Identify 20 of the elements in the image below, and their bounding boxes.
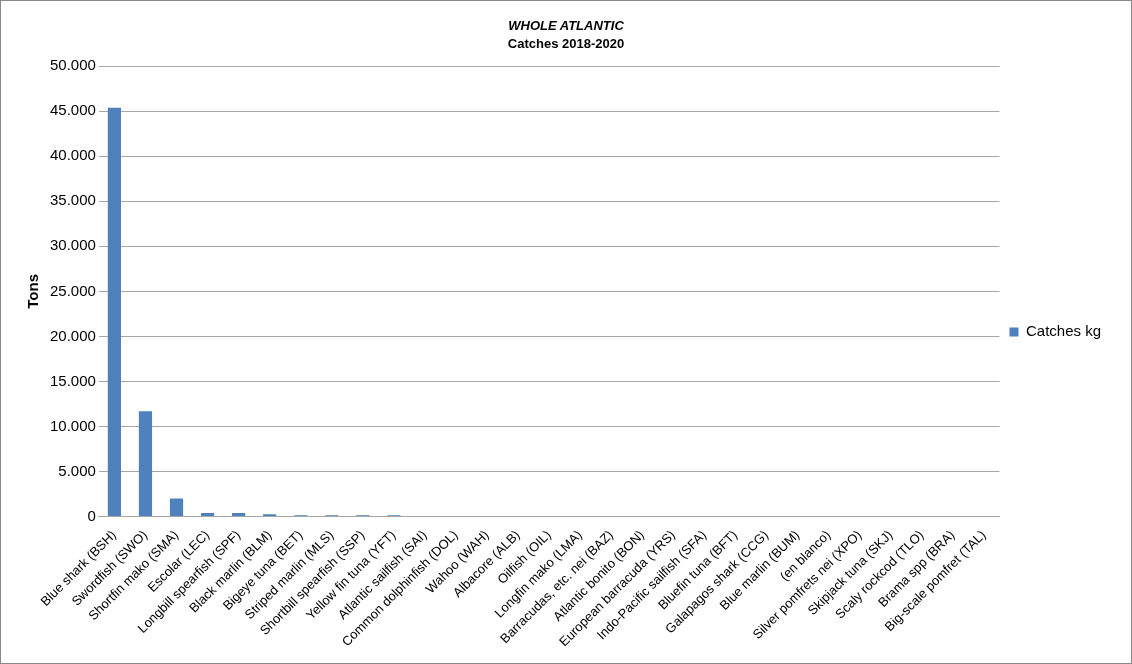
chart-subtitle: Catches 2018-2020	[507, 35, 625, 51]
legend-label: Catches kg	[1025, 322, 1102, 340]
y-axis-title: Tons	[24, 274, 42, 309]
y-tick-label: 0	[87, 506, 96, 524]
y-tick-label: 45.000	[49, 101, 96, 119]
chart-title: WHOLE ATLANTIC	[508, 18, 625, 34]
bar	[138, 411, 153, 517]
y-tick-label: 10.000	[49, 416, 96, 434]
y-tick-label: 35.000	[49, 191, 96, 209]
bar	[169, 498, 184, 517]
y-tick-label: 50.000	[49, 56, 96, 74]
y-tick-label: 40.000	[49, 146, 96, 164]
y-tick-label: 30.000	[49, 236, 96, 254]
y-tick-label: 25.000	[49, 281, 96, 299]
bar	[200, 512, 215, 517]
bar	[232, 512, 246, 517]
y-tick-label: 15.000	[49, 371, 96, 389]
y-tick-label: 5.000	[58, 461, 96, 479]
bar	[107, 107, 122, 517]
y-tick-label: 20.000	[49, 326, 96, 344]
